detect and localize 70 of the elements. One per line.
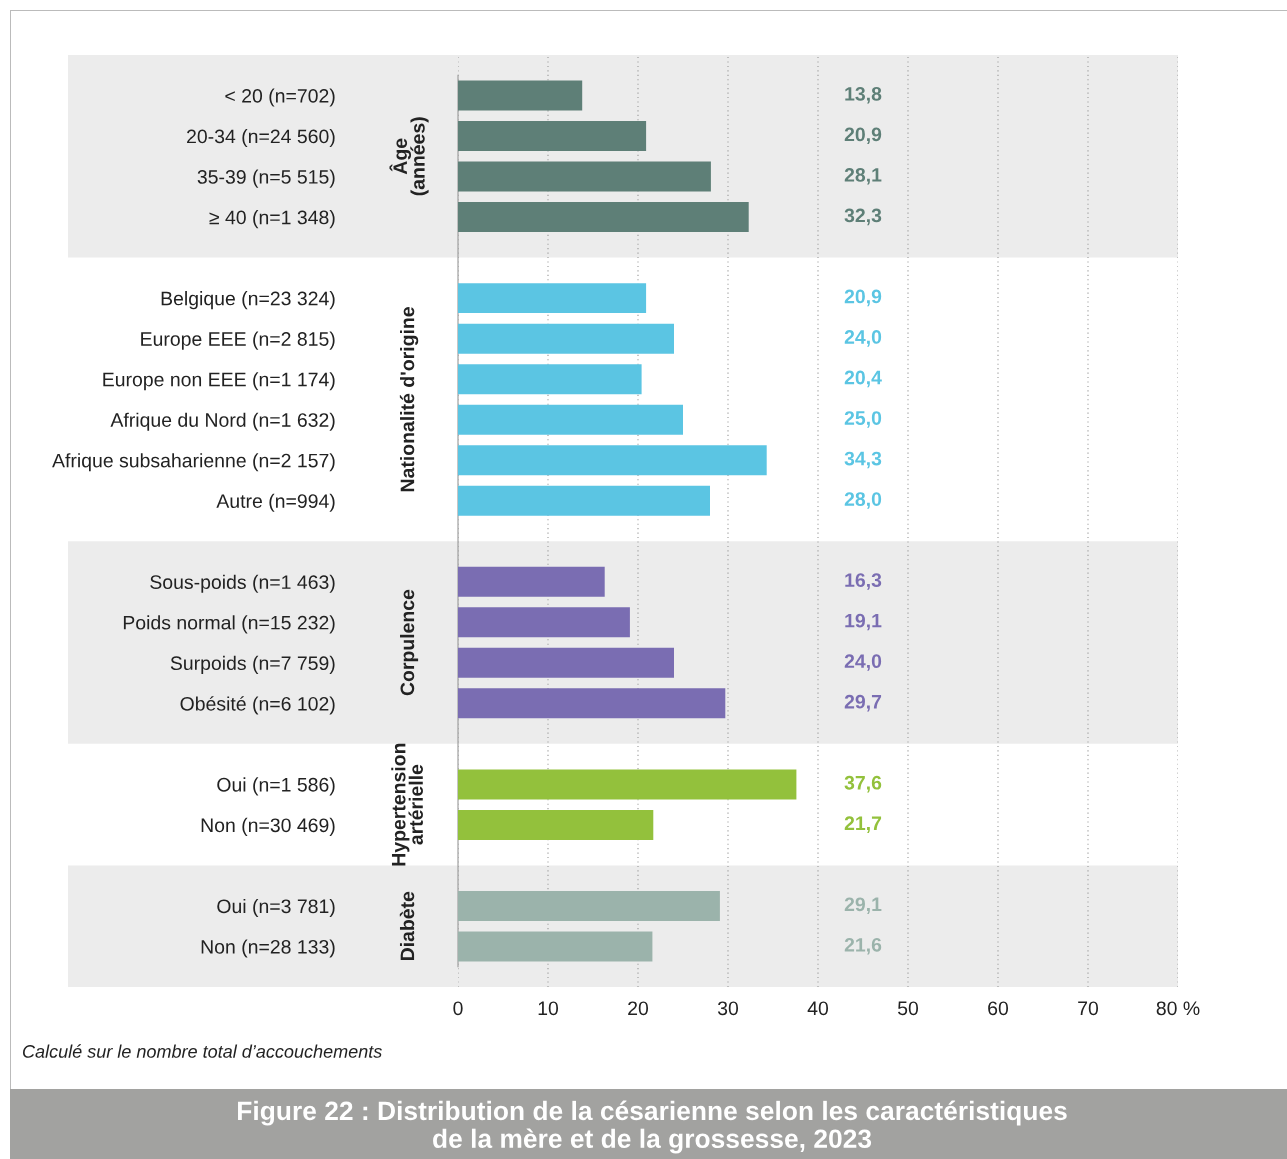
y-tick-label: Autre (n=994) — [216, 493, 335, 512]
bar — [458, 202, 749, 233]
bar — [458, 890, 720, 921]
y-tick-label: ≥ 40 (n=1 348) — [209, 210, 335, 229]
data-label: 21,7 — [844, 816, 882, 833]
data-label: 29,1 — [844, 897, 882, 914]
bar — [458, 404, 683, 435]
bar — [458, 566, 605, 597]
text: Diabète — [399, 891, 415, 961]
y-tick-label: Oui (n=1 586) — [217, 777, 335, 796]
text: Nationalité d'origine — [399, 307, 419, 492]
y-tick-label: Poids normal (n=15 232) — [123, 615, 335, 634]
data-label: 25,0 — [844, 411, 882, 428]
text: Figure 22 : Distribution de la césarienne selon les caractéristiques de la mère et de la grossesse, 2023 — [238, 1100, 1067, 1154]
y-tick-label: Europe EEE (n=2 815) — [141, 331, 335, 350]
y-tick-label: 35-39 (n=5 515) — [197, 169, 335, 188]
y-tick-label: Non (n=30 469) — [201, 817, 335, 836]
text: Calculé sur le nombre total d’accouchements — [23, 1044, 382, 1058]
data-label: 20,4 — [844, 370, 882, 388]
y-tick-label: Oui (n=3 781) — [217, 898, 335, 918]
data-label: 21,6 — [844, 937, 882, 955]
data-label: 34,3 — [844, 451, 882, 469]
bar — [458, 121, 647, 152]
data-label: 20,9 — [844, 127, 882, 145]
x-tick-label: 40 — [807, 1001, 829, 1016]
x-tick-label: 80 % — [1156, 1001, 1200, 1016]
bar — [458, 485, 710, 516]
data-label: 24,0 — [844, 330, 882, 347]
y-tick-label: Europe non EEE (n=1 174) — [103, 372, 335, 391]
x-tick-label: 60 — [988, 1001, 1009, 1016]
data-label: 29,7 — [844, 694, 882, 712]
y-tick-label: Obésité (n=6 102) — [180, 696, 335, 715]
data-label: 37,6 — [844, 775, 882, 793]
x-tick-label: 50 — [897, 1001, 919, 1016]
y-tick-label: Surpoids (n=7 759) — [170, 655, 335, 674]
y-tick-label: 20-34 (n=24 560) — [187, 129, 335, 148]
bar — [458, 364, 642, 395]
y-tick-label: Non (n=28 133) — [201, 939, 335, 958]
bar — [458, 809, 654, 840]
data-label: 13,8 — [845, 86, 882, 104]
x-tick-label: 10 — [538, 1001, 559, 1016]
bar — [458, 931, 653, 962]
x-tick-label: 20 — [628, 1001, 649, 1016]
text: Hypertension artérielle — [391, 743, 423, 866]
bar — [458, 688, 726, 719]
x-tick-label: 0 — [453, 1001, 463, 1016]
bar — [458, 283, 647, 314]
data-label: 19,1 — [845, 613, 882, 631]
y-tick-label: < 20 (n=702) — [225, 88, 335, 107]
data-label: 20,9 — [844, 289, 882, 307]
bar — [458, 80, 583, 111]
bar — [458, 607, 630, 638]
data-label: 28,0 — [844, 492, 882, 509]
data-label: 16,3 — [845, 573, 882, 590]
bar — [458, 769, 797, 800]
y-tick-label: Afrique du Nord (n=1 632) — [110, 412, 335, 431]
y-tick-label: Belgique (n=23 324) — [161, 291, 335, 310]
text: Corpulence — [399, 589, 419, 696]
bar — [458, 161, 711, 192]
text: Âge (années) — [389, 117, 429, 196]
x-tick-label: 30 — [717, 1001, 739, 1016]
data-label: 28,1 — [844, 168, 882, 185]
bar — [458, 445, 767, 476]
x-tick-label: 70 — [1078, 1001, 1099, 1016]
y-tick-label: Sous-poids (n=1 463) — [150, 574, 335, 593]
data-label: 24,0 — [844, 654, 882, 671]
bar — [458, 323, 674, 354]
y-tick-label: Afrique subsaharienne (n=2 157) — [52, 453, 335, 472]
bar — [458, 647, 674, 678]
data-label: 32,3 — [844, 208, 882, 226]
